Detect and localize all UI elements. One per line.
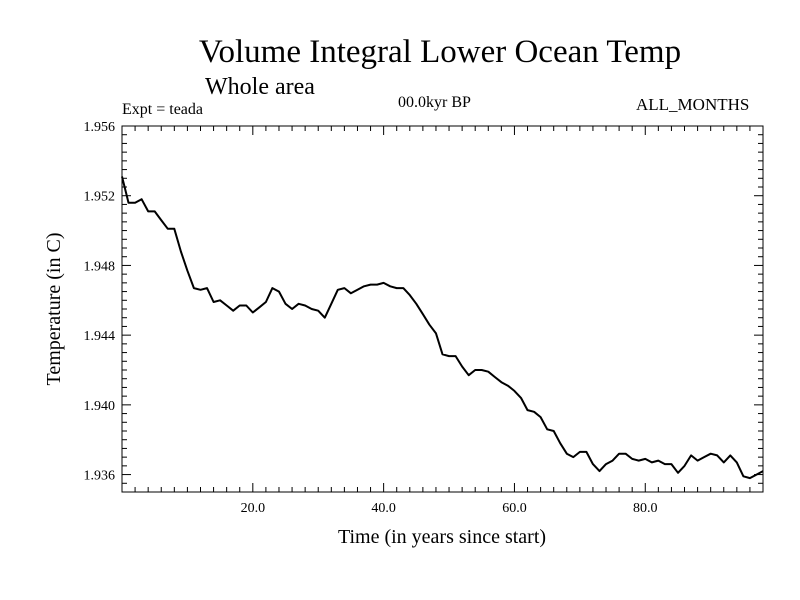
chart-subtitle: Whole area — [205, 74, 315, 100]
y-tick-label: 1.956 — [84, 120, 116, 135]
experiment-label: Expt = teada — [122, 101, 203, 118]
x-tick-label: 60.0 — [502, 501, 527, 516]
y-tick-label: 1.944 — [84, 329, 116, 344]
chart-title: Volume Integral Lower Ocean Temp — [198, 34, 682, 70]
series-line-temperature — [121, 176, 764, 480]
y-tick-label: 1.940 — [84, 399, 116, 414]
months-label: ALL_MONTHS — [636, 95, 750, 114]
y-tick-label: 1.952 — [84, 190, 116, 205]
y-tick-label: 1.936 — [84, 469, 116, 484]
x-tick-label: 20.0 — [241, 501, 266, 516]
x-tick-label: 80.0 — [633, 501, 658, 516]
y-tick-label: 1.948 — [84, 259, 116, 274]
x-axis-label: Time (in years since start) — [338, 526, 546, 548]
period-label: 00.0kyr BP — [398, 94, 471, 111]
y-axis-label: Temperature (in C) — [43, 233, 65, 386]
x-tick-label: 40.0 — [371, 501, 396, 516]
plot-frame — [121, 125, 764, 493]
tick-layer: 20.0 40.0 60.0 80.0 1.936 1.940 1.944 1.948 1.95… — [84, 120, 763, 516]
